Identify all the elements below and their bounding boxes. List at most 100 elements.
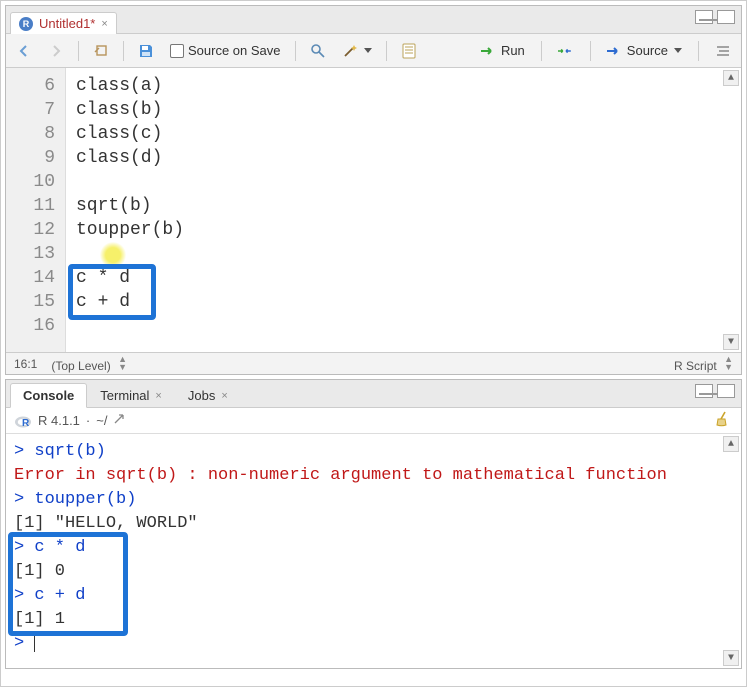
gutter-line: 6 bbox=[6, 74, 55, 98]
dropdown-caret-icon bbox=[364, 48, 372, 53]
console-line: > c + d bbox=[14, 584, 733, 608]
outline-icon bbox=[715, 43, 731, 59]
updown-icon: ▲▼ bbox=[118, 355, 127, 371]
gutter-line: 7 bbox=[6, 98, 55, 122]
code-editor[interactable]: 6 7 8 9 10 11 12 13 14 15 16 class(a) cl… bbox=[6, 68, 741, 352]
tab-jobs[interactable]: Jobs × bbox=[175, 383, 241, 407]
source-pane: R Untitled1* × bbox=[5, 5, 742, 375]
source-statusbar: 16:1 (Top Level) ▲▼ R Script ▲▼ bbox=[6, 352, 741, 374]
code-line bbox=[76, 242, 741, 266]
save-button[interactable] bbox=[134, 41, 158, 61]
tab-terminal-label: Terminal bbox=[100, 388, 149, 403]
notebook-icon bbox=[401, 43, 417, 59]
code-line: class(c) bbox=[76, 122, 741, 146]
run-arrow-icon bbox=[481, 43, 497, 59]
tab-console[interactable]: Console bbox=[10, 383, 87, 408]
source-arrow-icon bbox=[607, 43, 623, 59]
compile-report-button[interactable] bbox=[397, 41, 421, 61]
close-tab-icon[interactable]: × bbox=[101, 18, 107, 30]
pane-window-controls bbox=[695, 384, 735, 398]
gutter-line: 13 bbox=[6, 242, 55, 266]
scope-selector[interactable]: (Top Level) ▲▼ bbox=[51, 355, 127, 373]
source-on-save-label: Source on Save bbox=[188, 43, 281, 58]
source-tabbar: R Untitled1* × bbox=[6, 6, 741, 34]
tab-terminal[interactable]: Terminal × bbox=[87, 383, 175, 407]
forward-nav-button[interactable] bbox=[44, 41, 68, 61]
console-line: > sqrt(b) bbox=[14, 440, 733, 464]
gutter-line: 15 bbox=[6, 290, 55, 314]
popout-icon bbox=[93, 43, 109, 59]
back-nav-button[interactable] bbox=[12, 41, 36, 61]
rerun-button[interactable] bbox=[554, 41, 578, 61]
scope-label: (Top Level) bbox=[51, 359, 110, 373]
gutter-line: 10 bbox=[6, 170, 55, 194]
maximize-pane-icon[interactable] bbox=[717, 384, 735, 398]
gutter-line: 9 bbox=[6, 146, 55, 170]
rerun-icon bbox=[558, 43, 574, 59]
console-subheader: R R 4.1.1 · ~/ bbox=[6, 408, 741, 434]
dropdown-caret-icon bbox=[674, 48, 682, 53]
r-logo-icon: R bbox=[14, 412, 32, 430]
console-pane: Console Terminal × Jobs × R R 4.1.1 · ~/… bbox=[5, 379, 742, 669]
cursor-position: 16:1 bbox=[14, 357, 37, 371]
tab-jobs-label: Jobs bbox=[188, 388, 215, 403]
run-label: Run bbox=[501, 43, 525, 58]
working-dir[interactable]: ~/ bbox=[96, 413, 107, 428]
console-line: > c * d bbox=[14, 536, 733, 560]
tab-console-label: Console bbox=[23, 388, 74, 403]
source-label: Source bbox=[627, 43, 668, 58]
updown-icon: ▲▼ bbox=[724, 355, 733, 371]
code-line: c * d bbox=[76, 266, 741, 290]
close-icon[interactable]: × bbox=[221, 390, 227, 402]
console-line: [1] "HELLO, WORLD" bbox=[14, 512, 733, 536]
code-line: sqrt(b) bbox=[76, 194, 741, 218]
code-line: class(a) bbox=[76, 74, 741, 98]
gutter-line: 11 bbox=[6, 194, 55, 218]
filetype-label: R Script bbox=[674, 359, 717, 373]
checkbox-icon bbox=[170, 44, 184, 58]
maximize-pane-icon[interactable] bbox=[717, 10, 735, 24]
wd-popout-icon[interactable] bbox=[113, 413, 125, 428]
code-line: class(b) bbox=[76, 98, 741, 122]
console-line: [1] 0 bbox=[14, 560, 733, 584]
console-line: > toupper(b) bbox=[14, 488, 733, 512]
source-toolbar-right: Run Source bbox=[477, 41, 735, 61]
svg-text:R: R bbox=[22, 418, 30, 429]
code-line: toupper(b) bbox=[76, 218, 741, 242]
line-gutter: 6 7 8 9 10 11 12 13 14 15 16 bbox=[6, 68, 66, 352]
show-in-new-window-button[interactable] bbox=[89, 41, 113, 61]
code-tools-button[interactable] bbox=[338, 41, 376, 61]
source-dropdown-button[interactable]: Source bbox=[603, 41, 686, 61]
console-tabbar: Console Terminal × Jobs × bbox=[6, 380, 741, 408]
scroll-down-button[interactable]: ▼ bbox=[723, 334, 739, 350]
source-tab-untitled1[interactable]: R Untitled1* × bbox=[10, 12, 117, 34]
close-icon[interactable]: × bbox=[155, 390, 161, 402]
arrow-left-icon bbox=[16, 43, 32, 59]
filetype-selector[interactable]: R Script ▲▼ bbox=[674, 355, 733, 373]
minimize-pane-icon[interactable] bbox=[695, 384, 713, 398]
text-cursor bbox=[34, 634, 35, 652]
dot-separator: · bbox=[86, 413, 90, 428]
scroll-down-button[interactable]: ▼ bbox=[723, 650, 739, 666]
code-line bbox=[76, 314, 741, 338]
magnifier-icon bbox=[310, 43, 326, 59]
clear-console-button[interactable] bbox=[715, 410, 733, 431]
source-tab-title: Untitled1* bbox=[39, 16, 95, 31]
r-file-icon: R bbox=[19, 17, 33, 31]
arrow-right-icon bbox=[48, 43, 64, 59]
gutter-line: 16 bbox=[6, 314, 55, 338]
minimize-pane-icon[interactable] bbox=[695, 10, 713, 24]
run-button[interactable]: Run bbox=[477, 41, 529, 61]
outline-button[interactable] bbox=[711, 41, 735, 61]
source-on-save-toggle[interactable]: Source on Save bbox=[166, 41, 285, 60]
code-line: c + d bbox=[76, 290, 741, 314]
console-line: [1] 1 bbox=[14, 608, 733, 632]
code-line: class(d) bbox=[76, 146, 741, 170]
scroll-up-button[interactable]: ▲ bbox=[723, 70, 739, 86]
console-output[interactable]: > sqrt(b)Error in sqrt(b) : non-numeric … bbox=[6, 434, 741, 668]
scroll-up-button[interactable]: ▲ bbox=[723, 436, 739, 452]
source-toolbar: Source on Save Run bbox=[6, 34, 741, 68]
find-replace-button[interactable] bbox=[306, 41, 330, 61]
code-lines[interactable]: class(a) class(b) class(c) class(d) sqrt… bbox=[66, 68, 741, 352]
gutter-line: 12 bbox=[6, 218, 55, 242]
